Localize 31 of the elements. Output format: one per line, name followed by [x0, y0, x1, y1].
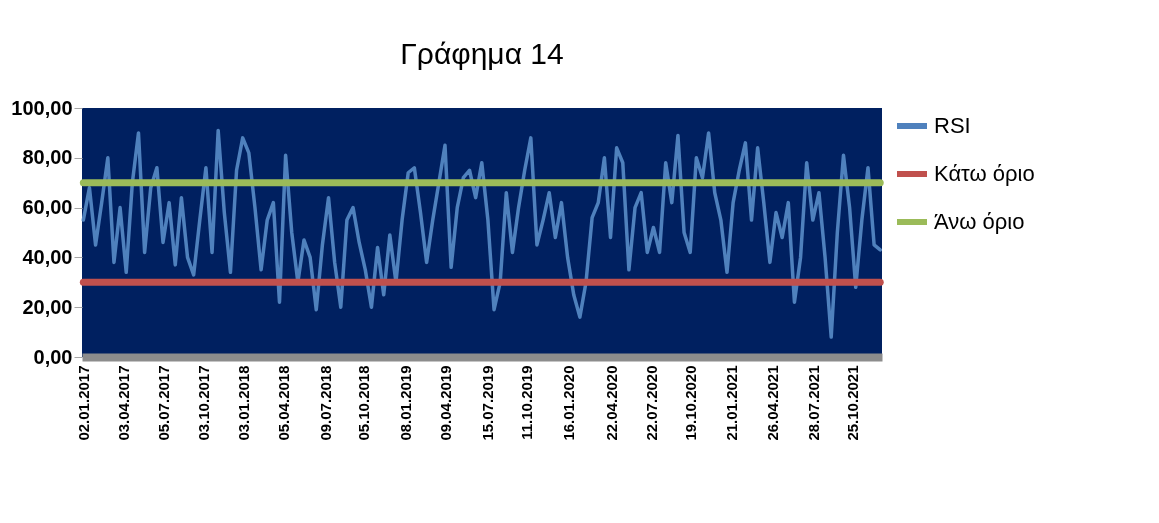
x-tick-label: 19.10.2020 [681, 365, 699, 441]
x-tick-label: 22.04.2020 [602, 365, 620, 441]
x-tick-label: 03.01.2018 [235, 365, 253, 441]
chart-title: Γράφημα 14 [400, 37, 564, 70]
line-series [81, 128, 882, 339]
y-tick-label: 100,00 [11, 96, 73, 119]
y-tick-label: 20,00 [22, 295, 73, 318]
y-tick-label: 0,00 [33, 345, 73, 368]
x-tick-label: 25.10.2021 [844, 365, 862, 441]
x-tick-label: 02.01.2017 [74, 365, 92, 441]
x-tick-label: 08.01.2019 [397, 365, 415, 441]
legend-label: RSI [934, 113, 971, 138]
x-tick-label: 05.07.2017 [155, 365, 173, 441]
x-tick-label: 11.10.2019 [517, 365, 535, 440]
x-tick-label: 26.04.2021 [764, 365, 782, 441]
y-tick-label: 80,00 [22, 146, 73, 169]
y-tick-label: 60,00 [22, 196, 73, 219]
x-tick-label: 22.07.2020 [642, 365, 660, 441]
legend-label: Άνω όριο [934, 209, 1025, 234]
x-tick-label: 16.01.2020 [560, 365, 578, 441]
x-tick-label: 21.01.2021 [722, 365, 740, 441]
x-tick-label: 05.10.2018 [355, 365, 373, 441]
x-tick-label: 09.04.2019 [436, 365, 454, 441]
x-tick-label: 15.07.2019 [479, 365, 497, 441]
legend-label: Κάτω όριο [934, 161, 1035, 186]
x-tick-label: 28.07.2021 [805, 365, 823, 441]
x-tick-label: 05.04.2018 [275, 365, 293, 441]
y-tick-label: 40,00 [22, 245, 73, 268]
x-tick-label: 03.10.2017 [194, 365, 212, 441]
x-tick-label: 09.07.2018 [316, 365, 334, 441]
x-tick-label: 03.04.2017 [114, 365, 132, 441]
